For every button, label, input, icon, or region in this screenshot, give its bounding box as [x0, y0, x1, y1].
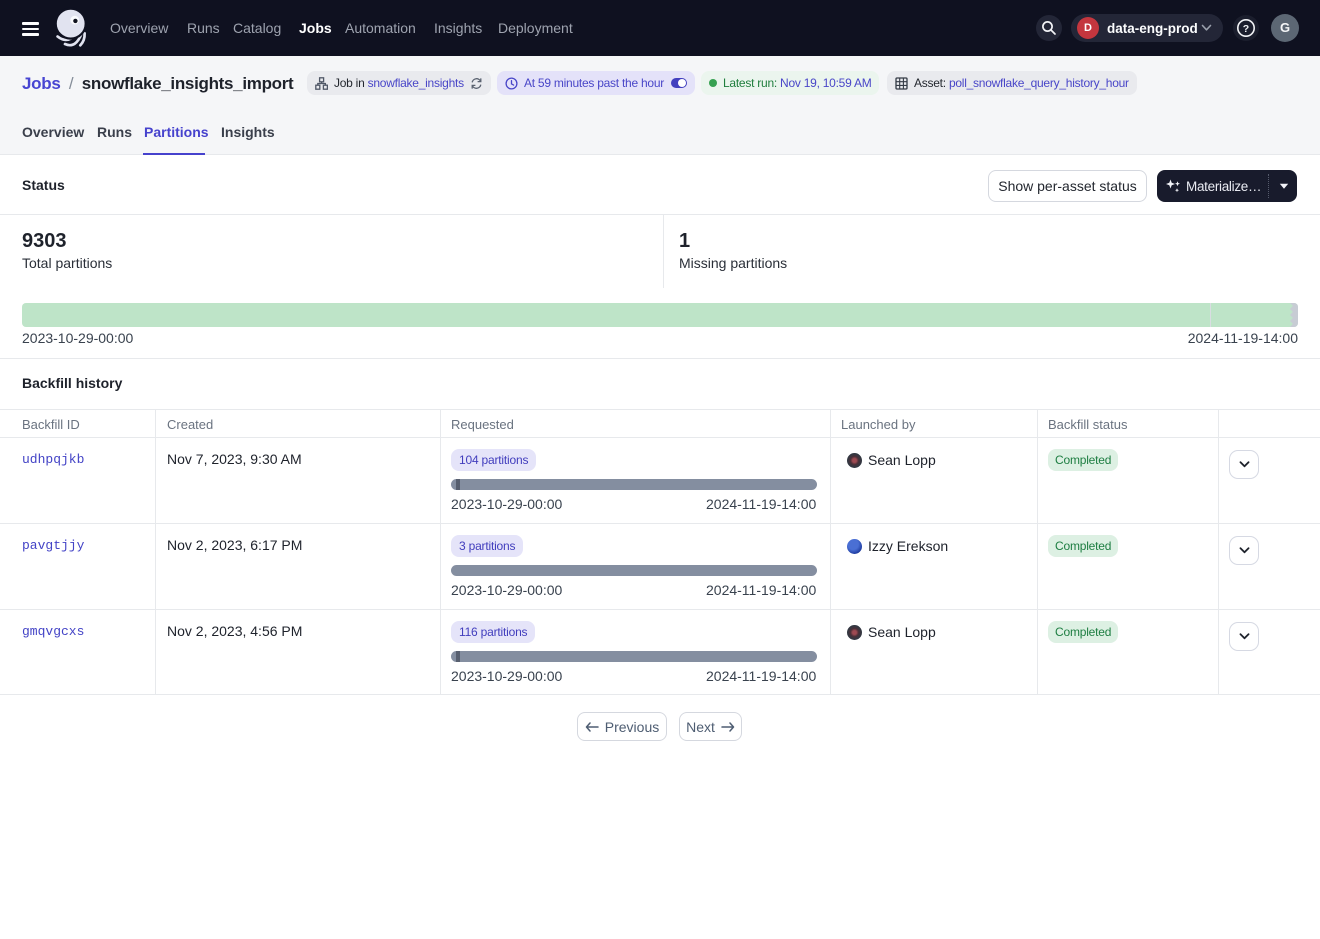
svg-text:?: ?	[1243, 23, 1249, 35]
